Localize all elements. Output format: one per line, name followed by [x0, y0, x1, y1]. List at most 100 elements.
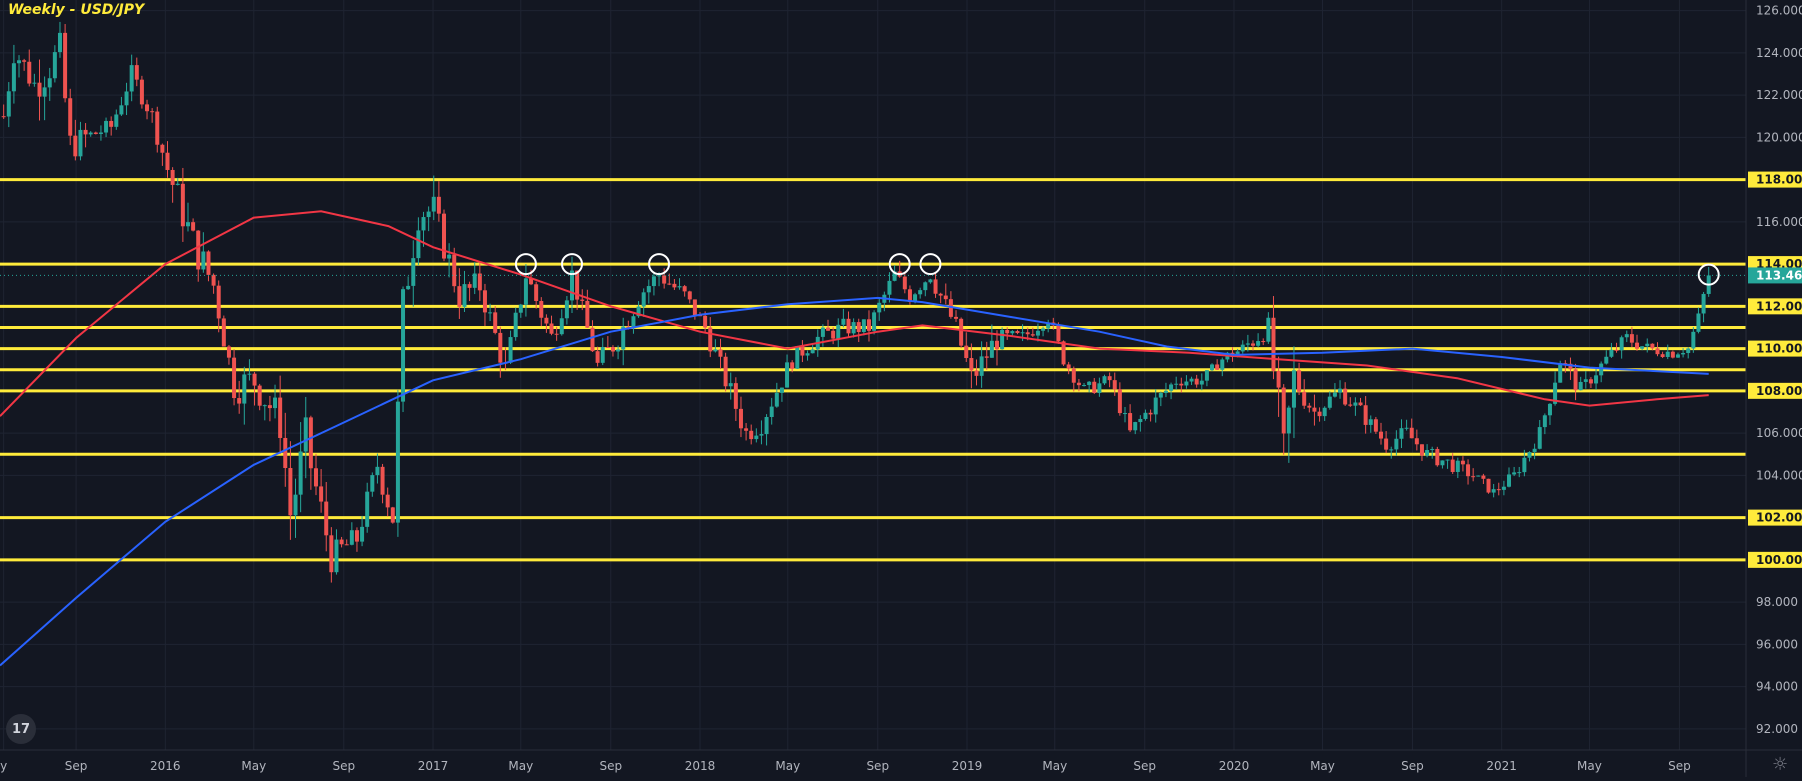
time-tick-label: y: [0, 759, 7, 773]
candle-body: [1322, 407, 1327, 417]
candle-body: [375, 466, 380, 476]
candle-body: [954, 316, 959, 319]
candle-body: [1629, 334, 1634, 343]
candle-body: [1363, 405, 1368, 425]
candle-body: [365, 491, 370, 527]
candle-body: [1527, 452, 1532, 458]
candle-body: [790, 362, 795, 369]
candle-body: [109, 120, 114, 127]
candle-body: [744, 428, 749, 431]
candle-body: [165, 152, 170, 170]
candle-body: [1604, 356, 1609, 364]
candle-body: [1020, 332, 1025, 334]
candle-body: [610, 347, 615, 352]
candle-body: [1384, 438, 1389, 450]
candle-body: [252, 373, 257, 386]
candle-body: [1256, 341, 1261, 346]
time-tick-label: Sep: [332, 759, 355, 773]
candle-body: [1609, 349, 1614, 357]
candle-body: [1056, 325, 1061, 342]
candle-body: [160, 144, 165, 153]
candle-body: [805, 353, 810, 356]
candle-body: [831, 330, 836, 339]
candle-body: [713, 349, 718, 352]
candle-body: [887, 280, 892, 295]
candle-body: [17, 60, 22, 64]
candle-body: [1594, 375, 1599, 384]
candle-body: [1189, 378, 1194, 382]
candle-body: [52, 52, 57, 79]
candle-body: [820, 327, 825, 337]
candle-body: [155, 111, 160, 145]
candle-body: [1358, 402, 1363, 406]
candle-body: [462, 284, 467, 307]
candle-body: [47, 78, 52, 88]
candle-body: [1578, 381, 1583, 391]
candle-body: [1624, 334, 1629, 338]
candle-body: [411, 258, 416, 286]
candle-body: [498, 332, 503, 363]
candle-body: [974, 370, 979, 376]
price-tick-label: 118.000: [1756, 173, 1802, 187]
candle-body: [447, 254, 452, 259]
candle-body: [662, 275, 667, 284]
candle-body: [1517, 472, 1522, 474]
candle-body: [360, 526, 365, 542]
candle-body: [667, 283, 672, 285]
candle-body: [826, 327, 831, 331]
candle-body: [150, 111, 155, 113]
time-tick-label: 2018: [685, 759, 716, 773]
candle-body: [1542, 415, 1547, 428]
candle-body: [488, 312, 493, 314]
candle-body: [534, 284, 539, 301]
candle-body: [1675, 354, 1680, 358]
candle-body: [493, 312, 498, 333]
candle-body: [1133, 422, 1138, 431]
time-tick-label: Sep: [866, 759, 889, 773]
candle-body: [124, 91, 129, 106]
candle-body: [37, 82, 42, 97]
candle-body: [1563, 363, 1568, 365]
candle-body: [575, 270, 580, 300]
candle-body: [63, 32, 68, 99]
candle-body: [1281, 387, 1286, 434]
candle-body: [1082, 385, 1087, 387]
candle-body: [1379, 431, 1384, 439]
candle-body: [293, 494, 298, 516]
candle-body: [1117, 389, 1122, 414]
time-tick-label: May: [775, 759, 800, 773]
candle-body: [1640, 346, 1645, 349]
time-tick-label: Sep: [1133, 759, 1156, 773]
candle-body: [703, 315, 708, 328]
candle-body: [539, 300, 544, 318]
price-tick-label: 110.000: [1756, 342, 1802, 356]
candle-body: [1394, 438, 1399, 450]
candle-body: [1071, 368, 1076, 383]
candle-body: [196, 230, 201, 270]
candle-body: [964, 345, 969, 359]
candle-body: [1035, 330, 1040, 336]
candle-body: [861, 319, 866, 332]
candle-body: [1430, 448, 1435, 451]
candle-body: [226, 346, 231, 358]
candle-body: [482, 290, 487, 313]
candle-body: [354, 530, 359, 542]
candle-body: [810, 349, 815, 354]
time-tick-label: Sep: [65, 759, 88, 773]
candle-body: [1210, 364, 1215, 371]
time-tick-label: 2020: [1219, 759, 1250, 773]
candle-body: [600, 347, 605, 363]
time-tick-label: 2021: [1486, 759, 1517, 773]
candle-body: [32, 82, 37, 84]
candle-body: [1496, 489, 1501, 491]
candle-body: [928, 279, 933, 283]
candle-body: [851, 322, 856, 334]
gear-icon[interactable]: ☼: [1772, 754, 1789, 775]
candle-body: [938, 293, 943, 296]
candle-body: [554, 333, 559, 335]
candle-body: [651, 276, 656, 287]
tradingview-logo-icon[interactable]: 17: [6, 714, 36, 744]
